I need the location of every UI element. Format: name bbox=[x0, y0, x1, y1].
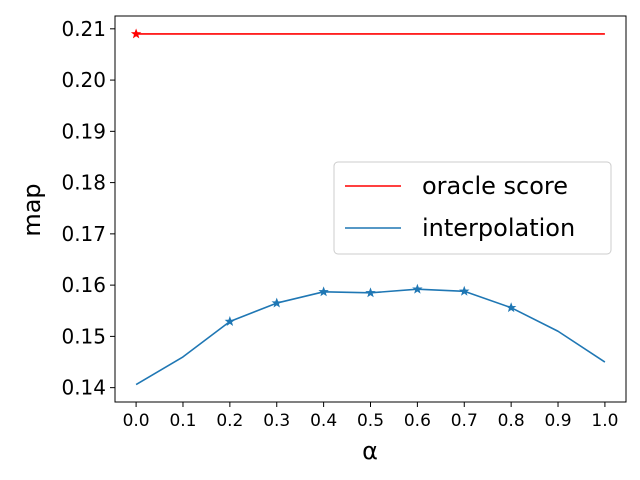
x-tick-label: 0.7 bbox=[451, 411, 478, 431]
y-tick-label: 0.16 bbox=[61, 273, 106, 297]
y-tick-label: 0.19 bbox=[61, 119, 106, 143]
legend-label: oracle score bbox=[422, 172, 568, 200]
data-point-interpolation bbox=[505, 302, 517, 313]
data-point-interpolation bbox=[224, 316, 236, 326]
data-point-interpolation bbox=[365, 287, 376, 298]
x-tick-label: 0.5 bbox=[357, 411, 384, 431]
x-tick-label: 0.3 bbox=[263, 411, 290, 431]
y-tick-label: 0.17 bbox=[61, 222, 106, 246]
x-tick-label: 1.0 bbox=[591, 411, 618, 431]
x-axis-ticks: 0.0 0.1 0.2 0.3 0.4 0.5 0.6 0.7 0.8 0.9 1.0 bbox=[123, 402, 618, 431]
legend-box bbox=[333, 161, 612, 255]
y-tick-label: 0.21 bbox=[61, 17, 106, 41]
y-axis-ticks: 0.14 0.15 0.16 0.17 0.18 0.19 0.20 0.21 bbox=[61, 17, 115, 400]
x-tick-label: 0.1 bbox=[169, 411, 196, 431]
y-tick-label: 0.20 bbox=[61, 68, 106, 92]
data-point-interpolation bbox=[459, 285, 470, 296]
data-point-interpolation bbox=[412, 283, 423, 294]
series-layer bbox=[130, 28, 606, 386]
data-point-interpolation bbox=[271, 297, 282, 308]
x-tick-label: 0.0 bbox=[123, 411, 150, 431]
legend-label: interpolation bbox=[422, 214, 575, 242]
legend: oracle score interpolation bbox=[333, 161, 612, 255]
y-tick-label: 0.14 bbox=[61, 376, 106, 400]
data-point-interpolation bbox=[318, 286, 329, 297]
x-tick-label: 0.8 bbox=[498, 411, 525, 431]
x-tick-label: 0.4 bbox=[310, 411, 337, 431]
y-tick-label: 0.18 bbox=[61, 171, 106, 195]
series-line-interpolation bbox=[135, 288, 606, 386]
x-tick-label: 0.2 bbox=[216, 411, 243, 431]
x-tick-label: 0.9 bbox=[544, 411, 571, 431]
x-axis-label: α bbox=[362, 437, 378, 465]
x-tick-label: 0.6 bbox=[404, 411, 431, 431]
y-axis-label: map bbox=[18, 183, 46, 236]
data-point-oracle-score bbox=[130, 28, 142, 39]
y-tick-label: 0.15 bbox=[61, 324, 106, 348]
